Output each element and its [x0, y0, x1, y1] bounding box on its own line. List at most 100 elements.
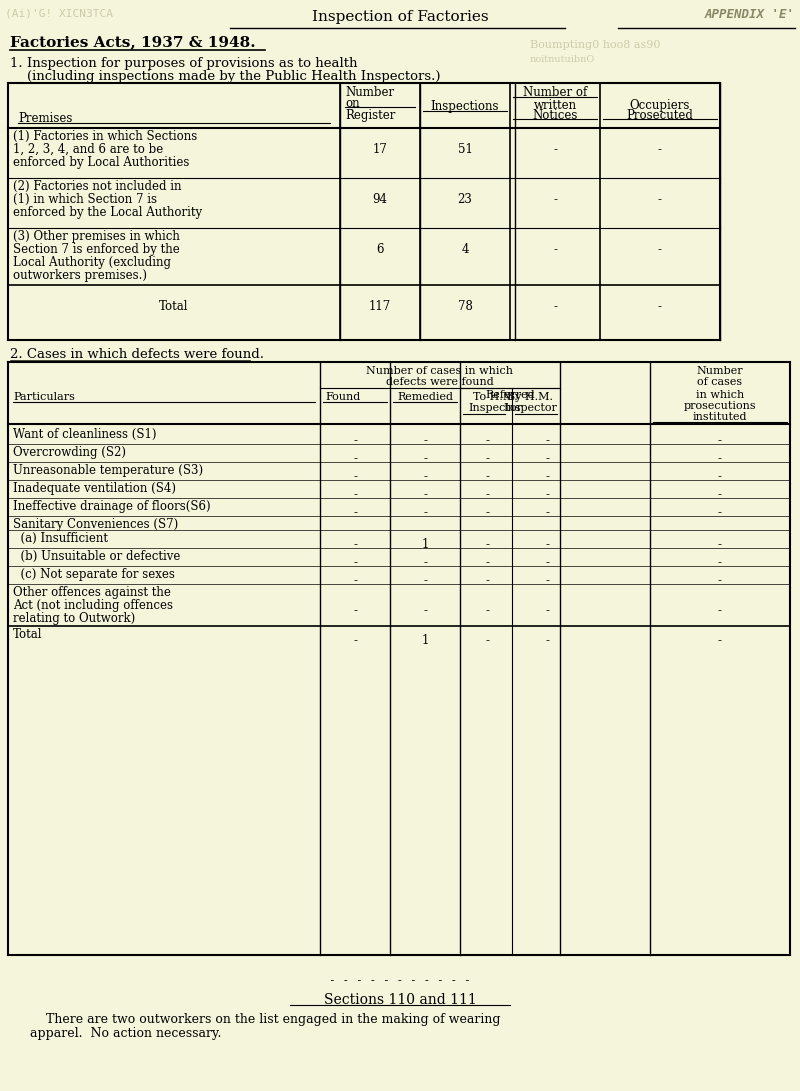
Text: Boumpting0 hoo8 as90: Boumpting0 hoo8 as90 — [530, 40, 661, 50]
Text: 1: 1 — [422, 538, 429, 551]
Text: -: - — [353, 538, 357, 551]
Text: -: - — [485, 470, 489, 483]
Text: -: - — [545, 604, 549, 618]
Text: 1. Inspection for purposes of provisions as to health: 1. Inspection for purposes of provisions… — [10, 57, 358, 70]
Text: (b) Unsuitable or defective: (b) Unsuitable or defective — [13, 550, 180, 563]
Text: -: - — [718, 488, 722, 501]
Text: -: - — [553, 193, 557, 206]
Text: -: - — [553, 243, 557, 256]
Text: 51: 51 — [458, 143, 473, 156]
Text: - - - - - - - - - - -: - - - - - - - - - - - — [329, 975, 471, 985]
Text: Inspector: Inspector — [468, 403, 522, 413]
Text: -: - — [485, 556, 489, 570]
Text: Ineffective drainage of floors(S6): Ineffective drainage of floors(S6) — [13, 500, 210, 513]
Text: (Ai)'G! XICN3TCA: (Ai)'G! XICN3TCA — [5, 8, 113, 17]
Text: -: - — [553, 143, 557, 156]
Text: -: - — [545, 470, 549, 483]
Text: Number: Number — [345, 86, 394, 99]
Text: -: - — [353, 506, 357, 519]
Text: -: - — [718, 574, 722, 587]
Text: (1) in which Section 7 is: (1) in which Section 7 is — [13, 193, 157, 206]
Text: (a) Insufficient: (a) Insufficient — [13, 532, 108, 546]
Text: To H.M.: To H.M. — [473, 392, 518, 401]
Text: -: - — [658, 193, 662, 206]
Text: Notices: Notices — [532, 109, 578, 122]
Text: Particulars: Particulars — [13, 392, 75, 401]
Text: 6: 6 — [376, 243, 384, 256]
Text: Factories Acts, 1937 & 1948.: Factories Acts, 1937 & 1948. — [10, 35, 256, 49]
Text: -: - — [545, 434, 549, 447]
Text: (3) Other premises in which: (3) Other premises in which — [13, 230, 180, 243]
Text: -: - — [545, 556, 549, 570]
Text: -: - — [353, 470, 357, 483]
Text: Section 7 is enforced by the: Section 7 is enforced by the — [13, 243, 180, 256]
Text: 1, 2, 3, 4, and 6 are to be: 1, 2, 3, 4, and 6 are to be — [13, 143, 163, 156]
Text: -: - — [353, 452, 357, 465]
Text: -: - — [718, 434, 722, 447]
Text: -: - — [658, 243, 662, 256]
Text: -: - — [485, 452, 489, 465]
Text: (1) Factories in which Sections: (1) Factories in which Sections — [13, 130, 198, 143]
Text: relating to Outwork): relating to Outwork) — [13, 612, 135, 625]
Text: By H.M.: By H.M. — [507, 392, 553, 401]
Text: -: - — [353, 604, 357, 618]
Text: Referred: Referred — [485, 389, 535, 400]
Text: -: - — [353, 574, 357, 587]
Text: -: - — [485, 634, 489, 647]
Text: -: - — [423, 604, 427, 618]
Text: Act (not including offences: Act (not including offences — [13, 599, 173, 612]
Text: (2) Factories not included in: (2) Factories not included in — [13, 180, 182, 193]
Text: 4: 4 — [462, 243, 469, 256]
Text: Remedied: Remedied — [397, 392, 453, 401]
Text: Inspector: Inspector — [503, 403, 557, 413]
Text: Inadequate ventilation (S4): Inadequate ventilation (S4) — [13, 482, 176, 495]
Text: noitnutuibnO: noitnutuibnO — [530, 55, 595, 64]
Text: Register: Register — [345, 109, 395, 122]
Text: -: - — [423, 470, 427, 483]
Text: Local Authority (excluding: Local Authority (excluding — [13, 256, 171, 269]
Text: -: - — [658, 143, 662, 156]
Text: Total: Total — [13, 628, 42, 642]
Text: -: - — [545, 574, 549, 587]
Text: -: - — [545, 538, 549, 551]
Text: Number of cases in which: Number of cases in which — [366, 365, 514, 376]
Text: APPENDIX 'E': APPENDIX 'E' — [705, 8, 795, 21]
Text: Found: Found — [325, 392, 360, 401]
Text: on: on — [345, 97, 360, 110]
Text: -: - — [485, 488, 489, 501]
Text: in which: in which — [696, 389, 744, 400]
Text: -: - — [718, 470, 722, 483]
Text: -: - — [553, 300, 557, 313]
Text: 78: 78 — [458, 300, 473, 313]
Text: -: - — [423, 434, 427, 447]
Text: (including inspections made by the Public Health Inspectors.): (including inspections made by the Publi… — [10, 70, 441, 83]
Text: enforced by Local Authorities: enforced by Local Authorities — [13, 156, 190, 169]
Text: 94: 94 — [373, 193, 387, 206]
Text: -: - — [718, 452, 722, 465]
Text: -: - — [718, 634, 722, 647]
Text: 117: 117 — [369, 300, 391, 313]
Text: -: - — [718, 556, 722, 570]
Text: 1: 1 — [422, 634, 429, 647]
Text: -: - — [353, 434, 357, 447]
Text: -: - — [423, 556, 427, 570]
Text: (c) Not separate for sexes: (c) Not separate for sexes — [13, 568, 175, 582]
Text: Number: Number — [697, 365, 743, 376]
Text: Inspection of Factories: Inspection of Factories — [312, 10, 488, 24]
Text: defects were found: defects were found — [386, 377, 494, 387]
Text: 2. Cases in which defects were found.: 2. Cases in which defects were found. — [10, 348, 264, 361]
Text: Want of cleanliness (S1): Want of cleanliness (S1) — [13, 428, 157, 441]
Text: -: - — [353, 556, 357, 570]
Text: apparel.  No action necessary.: apparel. No action necessary. — [30, 1027, 222, 1040]
Text: -: - — [545, 506, 549, 519]
Text: of cases: of cases — [698, 377, 742, 387]
Text: -: - — [353, 488, 357, 501]
Text: 17: 17 — [373, 143, 387, 156]
Text: -: - — [485, 574, 489, 587]
Text: -: - — [485, 434, 489, 447]
Text: enforced by the Local Authority: enforced by the Local Authority — [13, 206, 202, 219]
Text: -: - — [485, 538, 489, 551]
Text: -: - — [353, 634, 357, 647]
Text: Occupiers: Occupiers — [630, 99, 690, 112]
Text: instituted: instituted — [693, 412, 747, 422]
